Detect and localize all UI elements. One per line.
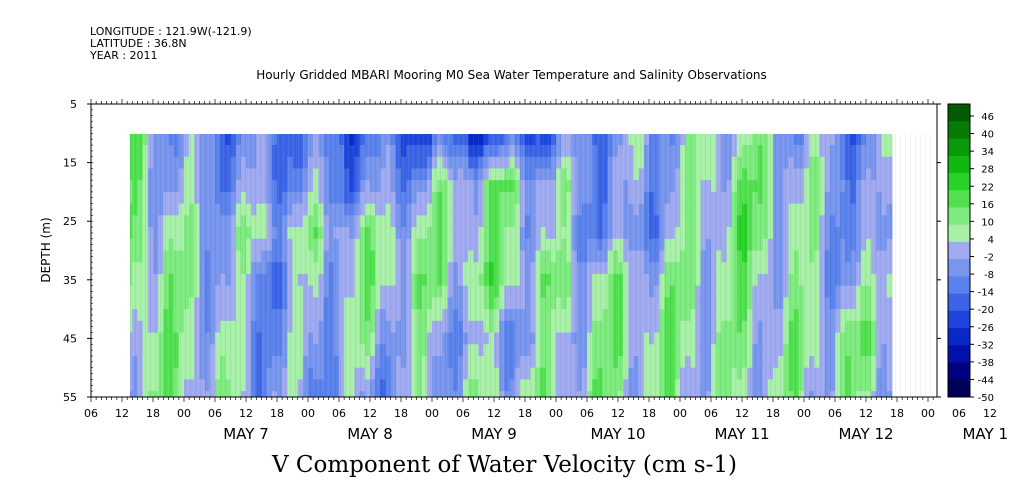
x-tick-label: 06 xyxy=(580,407,594,420)
colorbar-label: 22 xyxy=(981,182,994,193)
x-tick-label: 18 xyxy=(146,407,160,420)
colorbar-label: 10 xyxy=(981,217,994,228)
x-tick-label: 18 xyxy=(270,407,284,420)
y-tick-label: 25 xyxy=(63,215,77,228)
x-tick-label: 00 xyxy=(177,407,191,420)
colorbar: 46 40 34 28 22 16 10 4 -2 -8 -14 -20 -26 -32 -38 -44 -50 xyxy=(947,103,994,404)
x-tick-label: 06 xyxy=(828,407,842,420)
colorbar-swatch xyxy=(948,310,970,329)
colorbar-swatch xyxy=(948,241,970,260)
colorbar-label: 28 xyxy=(981,165,994,176)
x-tick-label: 12 xyxy=(487,407,501,420)
x-tick-label: 12 xyxy=(859,407,873,420)
texture-overlay xyxy=(130,134,932,397)
colorbar-label: 4 xyxy=(988,235,994,246)
velocity-heatmap-chart: 5 15 25 35 45 55 06 12 18 00 06 12 18 00 06 12 18 00 06 12… xyxy=(39,98,1009,443)
colorbar-swatch xyxy=(948,121,970,139)
x-day-label: MAY 8 xyxy=(347,425,393,443)
x-tick-label: 12 xyxy=(611,407,625,420)
x-day-label: MAY 10 xyxy=(590,425,645,443)
x-tick-label: 06 xyxy=(208,407,222,420)
variable-label: V Component of Water Velocity (cm s-1) xyxy=(272,452,737,478)
x-day-label: MAY 9 xyxy=(471,425,517,443)
colorbar-swatch xyxy=(948,362,970,381)
x-tick-label: 18 xyxy=(394,407,408,420)
x-tick-label: 06 xyxy=(456,407,470,420)
x-tick-label: 18 xyxy=(890,407,904,420)
colorbar-label: 40 xyxy=(981,130,994,141)
y-axis-label: DEPTH (m) xyxy=(39,217,53,282)
x-axis: 06 12 18 00 06 12 18 00 06 12 18 00 06 12 18 00 06 12 18 00… xyxy=(84,99,1009,443)
colorbar-swatch xyxy=(948,345,970,364)
year-label: YEAR : 2011 xyxy=(90,49,158,62)
x-tick-label: 00 xyxy=(673,407,687,420)
x-tick-label: 12 xyxy=(983,407,997,420)
y-axis: 5 15 25 35 45 55 xyxy=(63,98,941,404)
y-tick-label: 55 xyxy=(63,391,77,404)
x-tick-label: 06 xyxy=(704,407,718,420)
x-tick-label: 00 xyxy=(301,407,315,420)
colorbar-label: 34 xyxy=(981,147,994,158)
x-tick-label: 12 xyxy=(115,407,129,420)
x-day-label: MAY 7 xyxy=(223,425,269,443)
colorbar-label: 46 xyxy=(981,112,994,123)
colorbar-swatch xyxy=(948,207,970,226)
colorbar-swatch xyxy=(948,138,970,157)
colorbar-swatch xyxy=(948,172,970,191)
x-tick-label: 06 xyxy=(332,407,346,420)
x-tick-label: 12 xyxy=(735,407,749,420)
x-day-label: MAY 13 xyxy=(962,425,1009,443)
x-tick-label: 00 xyxy=(921,407,935,420)
colorbar-swatch xyxy=(948,155,970,174)
colorbar-label: -8 xyxy=(984,270,994,281)
colorbar-label: -38 xyxy=(978,358,994,369)
x-tick-label: 00 xyxy=(425,407,439,420)
colorbar-label: -50 xyxy=(978,393,994,404)
y-tick-label: 15 xyxy=(63,157,77,170)
x-tick-label: 12 xyxy=(239,407,253,420)
colorbar-swatch xyxy=(948,293,970,312)
colorbar-label: -14 xyxy=(978,288,994,299)
x-tick-label: 18 xyxy=(766,407,780,420)
colorbar-label: -26 xyxy=(978,323,994,334)
chart-title: Hourly Gridded MBARI Mooring M0 Sea Wate… xyxy=(256,68,767,82)
y-tick-label: 35 xyxy=(63,274,77,287)
colorbar-swatch xyxy=(948,104,970,122)
colorbar-swatch xyxy=(948,224,970,243)
colorbar-swatch xyxy=(948,379,970,398)
longitude-label: LONGITUDE : 121.9W(-121.9) xyxy=(90,25,252,38)
x-tick-label: 06 xyxy=(952,407,966,420)
colorbar-label: -2 xyxy=(984,253,994,264)
colorbar-label: 16 xyxy=(981,200,994,211)
x-tick-label: 18 xyxy=(642,407,656,420)
colorbar-frame xyxy=(947,103,971,398)
colorbar-swatch xyxy=(948,259,970,277)
x-day-label: MAY 11 xyxy=(714,425,769,443)
colorbar-swatch xyxy=(948,328,970,346)
x-tick-label: 06 xyxy=(84,407,98,420)
colorbar-label: -32 xyxy=(978,340,994,351)
x-tick-label: 12 xyxy=(363,407,377,420)
x-day-label: MAY 12 xyxy=(838,425,893,443)
colorbar-swatch xyxy=(948,276,970,295)
colorbar-label: -44 xyxy=(978,375,994,386)
latitude-label: LATITUDE : 36.8N xyxy=(90,37,187,50)
x-tick-label: 00 xyxy=(549,407,563,420)
colorbar-label: -20 xyxy=(978,305,994,316)
x-tick-label: 00 xyxy=(797,407,811,420)
colorbar-swatch xyxy=(948,190,970,208)
y-tick-label: 5 xyxy=(70,98,77,111)
y-tick-label: 45 xyxy=(63,332,77,345)
x-tick-label: 18 xyxy=(518,407,532,420)
